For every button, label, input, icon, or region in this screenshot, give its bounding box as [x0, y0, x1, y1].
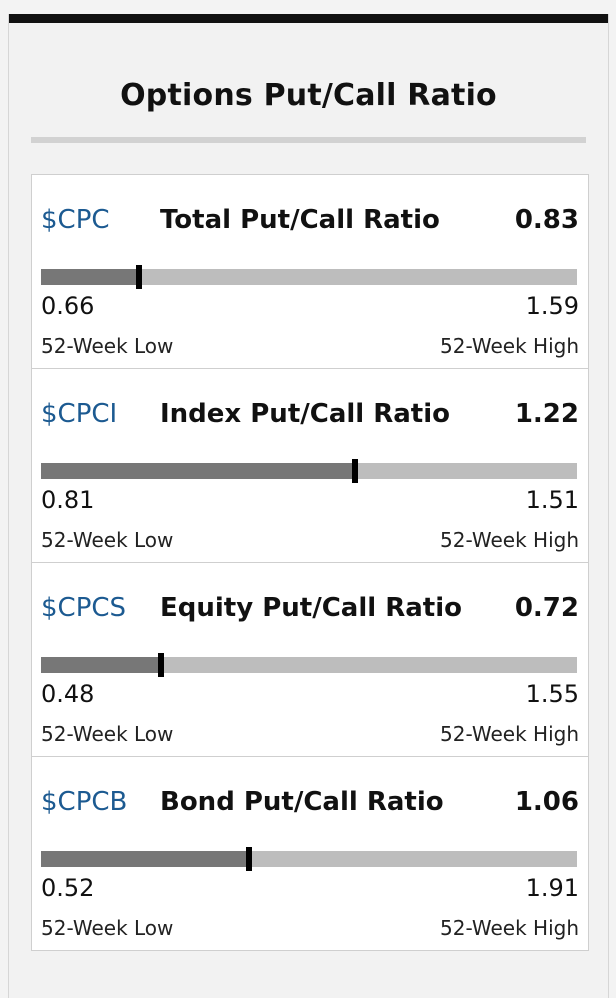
ratio-name: Bond Put/Call Ratio — [160, 787, 444, 817]
week52-low-label: 52-Week Low — [41, 722, 174, 746]
widget-title: Options Put/Call Ratio — [120, 78, 497, 113]
current-value-marker — [352, 459, 359, 483]
week52-high-value: 1.55 — [525, 680, 579, 708]
range-bar — [41, 653, 577, 677]
current-value-marker — [136, 265, 143, 289]
week52-low-label: 52-Week Low — [41, 334, 174, 358]
ratio-row-cpc: $CPC Total Put/Call Ratio 0.83 0.66 1.59… — [32, 175, 588, 369]
week52-high-value: 1.51 — [525, 486, 579, 514]
week52-low-label: 52-Week Low — [41, 528, 174, 552]
week52-low-value: 0.66 — [41, 292, 95, 320]
range-bar — [41, 265, 577, 289]
put-call-ratio-widget: Options Put/Call Ratio $CPC Total Put/Ca… — [8, 14, 609, 998]
ratio-row-cpcs: $CPCS Equity Put/Call Ratio 0.72 0.48 1.… — [32, 563, 588, 757]
range-bar — [41, 847, 577, 871]
range-bar-fill — [41, 463, 356, 479]
ratio-row-cpci: $CPCI Index Put/Call Ratio 1.22 0.81 1.5… — [32, 369, 588, 563]
symbol-link-cpcs[interactable]: $CPCS — [41, 593, 127, 623]
week52-high-value: 1.91 — [525, 874, 579, 902]
week52-low-value: 0.48 — [41, 680, 95, 708]
title-divider — [31, 137, 586, 143]
range-bar-fill — [41, 657, 162, 673]
week52-low-label: 52-Week Low — [41, 916, 174, 940]
range-bar-fill — [41, 851, 249, 867]
ratio-value: 1.22 — [514, 399, 579, 429]
current-value-marker — [245, 847, 252, 871]
range-bar — [41, 459, 577, 483]
symbol-link-cpcb[interactable]: $CPCB — [41, 787, 128, 817]
current-value-marker — [158, 653, 165, 677]
ratio-value: 0.83 — [514, 205, 579, 235]
week52-high-label: 52-Week High — [440, 722, 579, 746]
ratio-name: Index Put/Call Ratio — [160, 399, 451, 429]
week52-high-label: 52-Week High — [440, 916, 579, 940]
ratio-value: 1.06 — [514, 787, 579, 817]
ratio-value: 0.72 — [514, 593, 579, 623]
week52-low-value: 0.81 — [41, 486, 95, 514]
symbol-link-cpc[interactable]: $CPC — [41, 205, 110, 235]
week52-low-value: 0.52 — [41, 874, 95, 902]
symbol-link-cpci[interactable]: $CPCI — [41, 399, 118, 429]
ratio-row-cpcb: $CPCB Bond Put/Call Ratio 1.06 0.52 1.91… — [32, 757, 588, 950]
ratio-name: Equity Put/Call Ratio — [160, 593, 462, 623]
widget-top-border — [9, 14, 608, 23]
ratio-list: $CPC Total Put/Call Ratio 0.83 0.66 1.59… — [31, 174, 589, 951]
week52-high-label: 52-Week High — [440, 528, 579, 552]
ratio-name: Total Put/Call Ratio — [160, 205, 440, 235]
week52-high-value: 1.59 — [525, 292, 579, 320]
week52-high-label: 52-Week High — [440, 334, 579, 358]
range-bar-fill — [41, 269, 140, 285]
